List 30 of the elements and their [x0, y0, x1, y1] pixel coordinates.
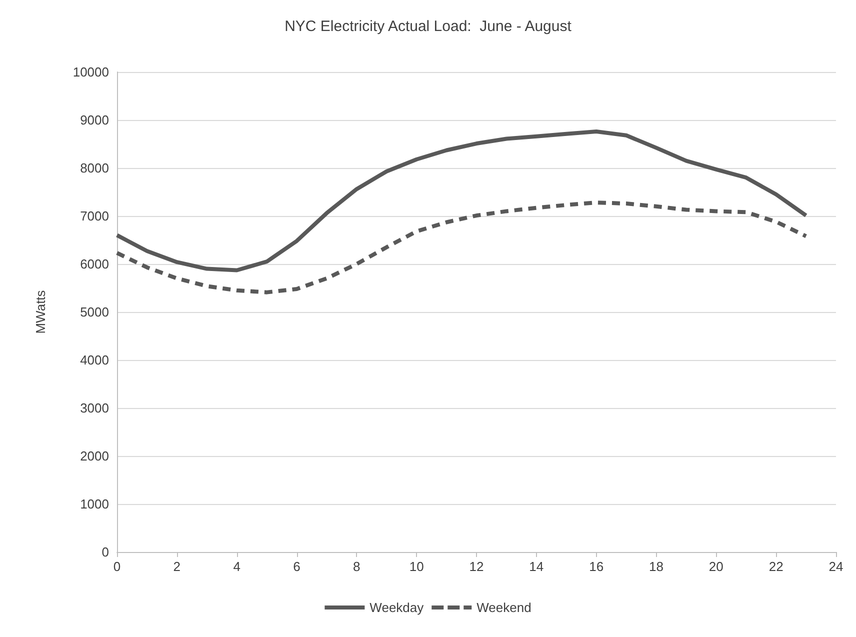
x-tick-label: 24	[828, 559, 844, 574]
x-tick-label: 16	[589, 559, 604, 574]
x-tick-label: 18	[649, 559, 664, 574]
x-tick-label: 8	[353, 559, 360, 574]
y-tick-label: 0	[102, 544, 109, 560]
x-tick-label: 20	[708, 559, 724, 574]
x-tick-label: 14	[529, 559, 544, 574]
y-tick-label: 6000	[80, 256, 109, 272]
x-tick-label: 6	[293, 559, 300, 574]
legend-label: Weekday	[370, 600, 424, 615]
x-tick-label: 0	[113, 559, 121, 574]
x-tick-label: 22	[768, 559, 784, 574]
y-tick-label: 8000	[80, 160, 109, 176]
y-tick-label: 4000	[80, 352, 109, 368]
y-tick-label: 3000	[80, 400, 109, 416]
y-tick-label: 7000	[80, 208, 109, 224]
y-tick-label: 5000	[80, 304, 109, 320]
y-tick-label: 2000	[80, 448, 109, 464]
line-series	[115, 200, 808, 294]
y-tick-label: 9000	[80, 112, 109, 128]
x-tick-label: 12	[469, 559, 484, 574]
x-tick-label: 4	[233, 559, 240, 574]
y-tick-label: 1000	[80, 496, 109, 512]
legend-label: Weekend	[476, 600, 532, 615]
chart-title: NYC Electricity Actual Load: June - August	[284, 18, 572, 35]
line-series	[115, 130, 808, 272]
y-axis-title: MWatts	[33, 290, 48, 334]
x-tick-label: 10	[409, 559, 424, 574]
x-tick-label: 2	[173, 559, 181, 574]
y-tick-label: 10000	[72, 64, 109, 80]
